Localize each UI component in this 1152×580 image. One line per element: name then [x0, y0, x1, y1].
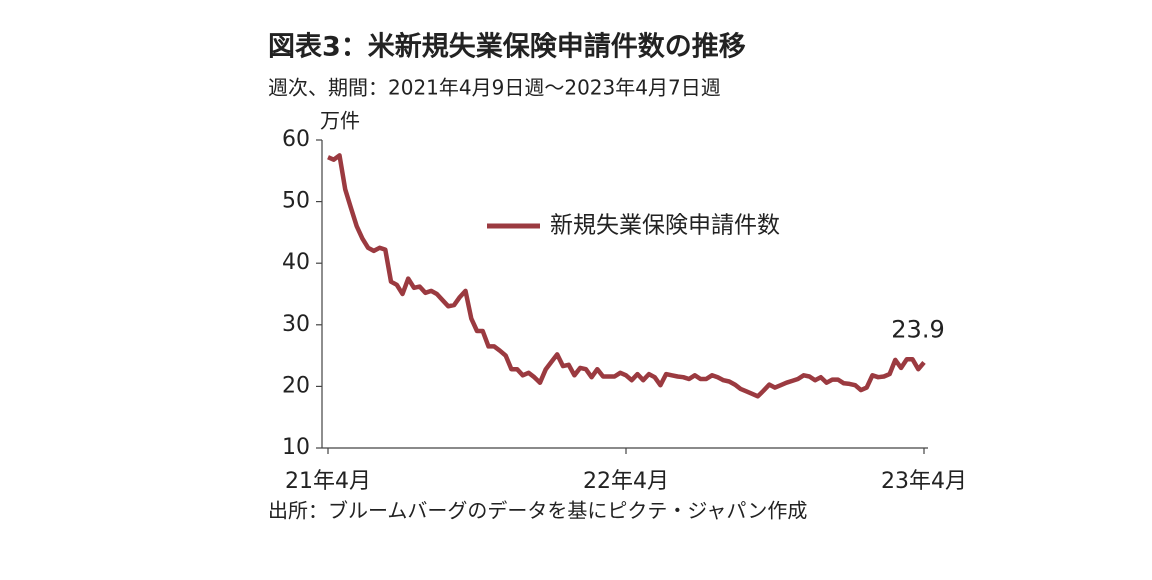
y-tick-label: 40 [282, 250, 310, 275]
x-tick-label: 22年4月 [583, 469, 669, 494]
chart-title: 図表3：米新規失業保険申請件数の推移 [268, 31, 746, 63]
y-tick-label: 30 [282, 312, 310, 337]
x-tick-label: 21年4月 [285, 469, 371, 494]
y-axis-unit: 万件 [320, 109, 360, 133]
data-label: 23.9 [891, 315, 944, 343]
legend-label: 新規失業保険申請件数 [550, 213, 780, 239]
y-tick-label: 60 [282, 127, 310, 152]
y-tick-label: 20 [282, 373, 310, 398]
y-tick-label: 50 [282, 189, 310, 214]
chart-subtitle: 週次、期間：2021年4月9日週～2023年4月7日週 [268, 76, 721, 100]
source-note: 出所：ブルームバーグのデータを基にピクテ・ジャパン作成 [268, 499, 807, 523]
y-tick-label: 10 [282, 435, 310, 460]
data-line [327, 153, 926, 399]
x-tick-label: 23年4月 [881, 469, 967, 494]
